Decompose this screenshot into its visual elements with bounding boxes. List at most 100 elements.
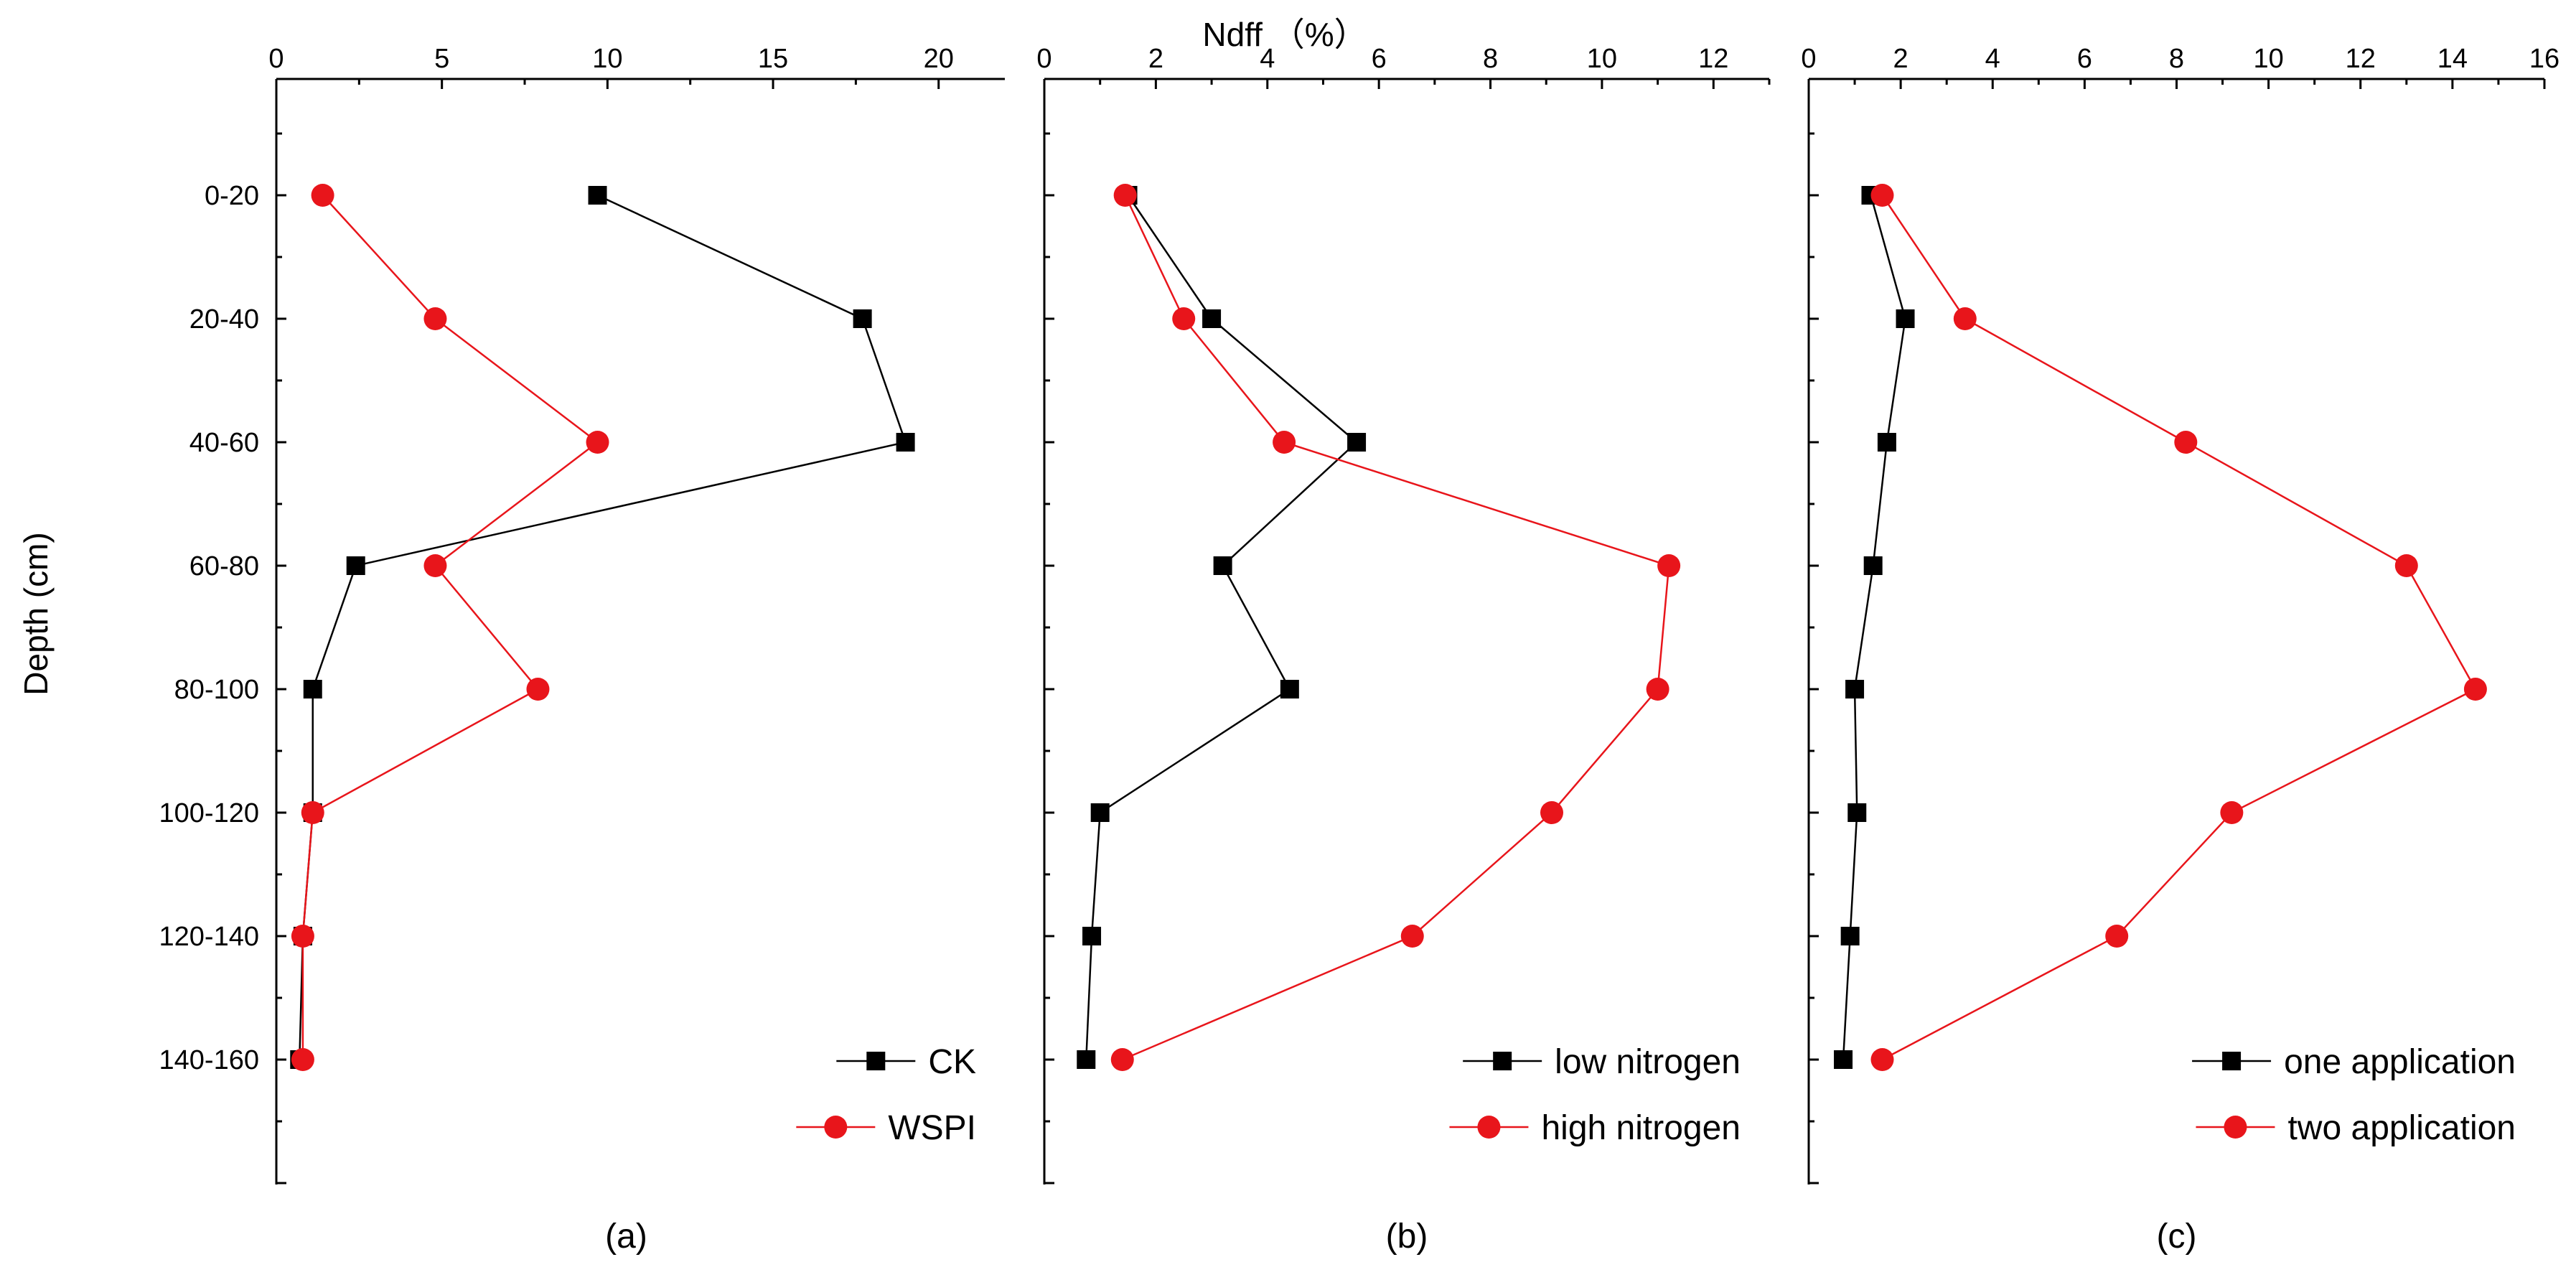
- x-tick-label: 0: [268, 44, 284, 74]
- x-tick-label: 12: [1698, 44, 1728, 74]
- data-point-low-nitrogen: [1213, 556, 1232, 575]
- x-tick-label: 8: [1483, 44, 1498, 74]
- data-point-ck: [853, 309, 872, 328]
- data-point-one-application: [1834, 1050, 1853, 1069]
- data-point-wspi: [291, 925, 314, 948]
- legend-marker: [1477, 1116, 1501, 1139]
- series-line-two-application: [1881, 195, 2477, 1061]
- data-point-high-nitrogen: [1646, 678, 1669, 701]
- data-point-low-nitrogen: [1082, 927, 1102, 945]
- legend-marker: [1493, 1052, 1512, 1070]
- legend-label: one application: [2284, 1043, 2516, 1081]
- y-tick-label: 60-80: [189, 551, 259, 581]
- x-tick-label: 10: [1587, 44, 1617, 74]
- data-point-wspi: [291, 1048, 314, 1071]
- data-point-high-nitrogen: [1113, 184, 1137, 207]
- x-tick-label: 2: [1893, 44, 1908, 74]
- data-point-two-application: [2174, 431, 2198, 454]
- series-line-one-application: [1842, 195, 1906, 1060]
- x-tick-label: 14: [2437, 44, 2468, 74]
- data-point-two-application: [2463, 678, 2487, 701]
- x-tick-label: 10: [592, 44, 622, 74]
- data-point-one-application: [1840, 927, 1860, 945]
- x-tick-label: 6: [2077, 44, 2092, 74]
- x-tick-label: 16: [2529, 44, 2559, 74]
- data-point-low-nitrogen: [1347, 433, 1367, 452]
- legend-marker: [2224, 1116, 2247, 1139]
- data-point-ck: [588, 186, 607, 205]
- series-line-high-nitrogen: [1122, 195, 1670, 1061]
- legend-marker: [824, 1116, 848, 1139]
- data-point-wspi: [311, 184, 334, 207]
- legend-marker: [2222, 1052, 2242, 1070]
- data-point-low-nitrogen: [1280, 680, 1299, 698]
- data-point-one-application: [1877, 433, 1896, 452]
- top-axis-title: Ndff （%）: [1202, 16, 1367, 53]
- panel-label: (a): [605, 1218, 647, 1256]
- x-tick-label: 4: [1985, 44, 2000, 74]
- y-tick-label: 140-160: [159, 1045, 259, 1075]
- legend-marker: [866, 1052, 886, 1070]
- x-tick-label: 20: [924, 44, 954, 74]
- x-tick-label: 15: [758, 44, 788, 74]
- y-tick-label: 40-60: [189, 428, 259, 458]
- data-point-one-application: [1863, 556, 1883, 575]
- legend-label: low nitrogen: [1555, 1043, 1741, 1081]
- panel-c: 0 2 4 6 8 10 12 14 16 one application two applicat…: [1801, 44, 2559, 1256]
- data-point-low-nitrogen: [1077, 1050, 1096, 1069]
- x-tick-label: 12: [2346, 44, 2376, 74]
- y-tick-label: 0-20: [205, 181, 259, 211]
- x-tick-label: 5: [434, 44, 449, 74]
- y-tick-label: 20-40: [189, 304, 259, 335]
- chart-panels: 0 5 10 15 200-2020-4040-6060-8080-100100-120…: [159, 44, 2560, 1256]
- data-point-high-nitrogen: [1172, 307, 1196, 330]
- data-point-two-application: [2394, 554, 2418, 577]
- y-tick-label: 120-140: [159, 922, 259, 952]
- x-tick-label: 10: [2253, 44, 2283, 74]
- data-point-wspi: [301, 801, 324, 824]
- data-point-low-nitrogen: [1202, 309, 1222, 328]
- x-tick-label: 4: [1260, 44, 1275, 74]
- x-tick-label: 6: [1372, 44, 1387, 74]
- data-point-high-nitrogen: [1110, 1048, 1134, 1071]
- data-point-two-application: [2105, 925, 2129, 948]
- data-point-high-nitrogen: [1400, 925, 1424, 948]
- y-tick-label: 80-100: [174, 675, 259, 705]
- series-line-wspi: [301, 195, 599, 1060]
- panel-a: 0 5 10 15 20 0-20 20-40 40-60 60-80 80-100 100-120…: [159, 44, 1005, 1256]
- data-point-wspi: [586, 431, 609, 454]
- series-line-ck: [299, 194, 907, 1060]
- data-point-two-application: [1953, 307, 1977, 330]
- data-point-ck: [303, 680, 322, 698]
- data-point-wspi: [423, 307, 447, 330]
- data-point-one-application: [1845, 680, 1865, 698]
- x-tick-label: 0: [1036, 44, 1052, 74]
- x-tick-label: 8: [2169, 44, 2184, 74]
- data-point-two-application: [1870, 184, 1894, 207]
- data-point-two-application: [2220, 801, 2244, 824]
- data-point-high-nitrogen: [1540, 801, 1563, 824]
- series-line-low-nitrogen: [1085, 195, 1358, 1060]
- data-point-one-application: [1896, 309, 1915, 328]
- data-point-ck: [346, 556, 365, 575]
- panel-label: (b): [1386, 1218, 1428, 1256]
- legend-label: high nitrogen: [1541, 1109, 1741, 1147]
- data-point-ck: [896, 433, 915, 452]
- data-point-wspi: [423, 554, 447, 577]
- data-point-low-nitrogen: [1090, 803, 1110, 822]
- data-point-two-application: [1870, 1048, 1894, 1071]
- x-tick-label: 0: [1801, 44, 1816, 74]
- legend-label: WSPI: [888, 1109, 976, 1147]
- data-point-wspi: [526, 678, 550, 701]
- x-tick-label: 2: [1148, 44, 1163, 74]
- data-point-one-application: [1847, 803, 1867, 822]
- data-point-high-nitrogen: [1273, 431, 1296, 454]
- panel-b: 0 2 4 6 8 10 12 low nitrogen high nitrogen (b): [1036, 44, 1771, 1256]
- data-point-high-nitrogen: [1657, 554, 1681, 577]
- panel-label: (c): [2157, 1218, 2197, 1256]
- legend-label: two application: [2287, 1109, 2516, 1147]
- y-axis-title: Depth (cm): [17, 532, 55, 695]
- y-tick-label: 100-120: [159, 798, 259, 828]
- legend-label: CK: [928, 1043, 976, 1081]
